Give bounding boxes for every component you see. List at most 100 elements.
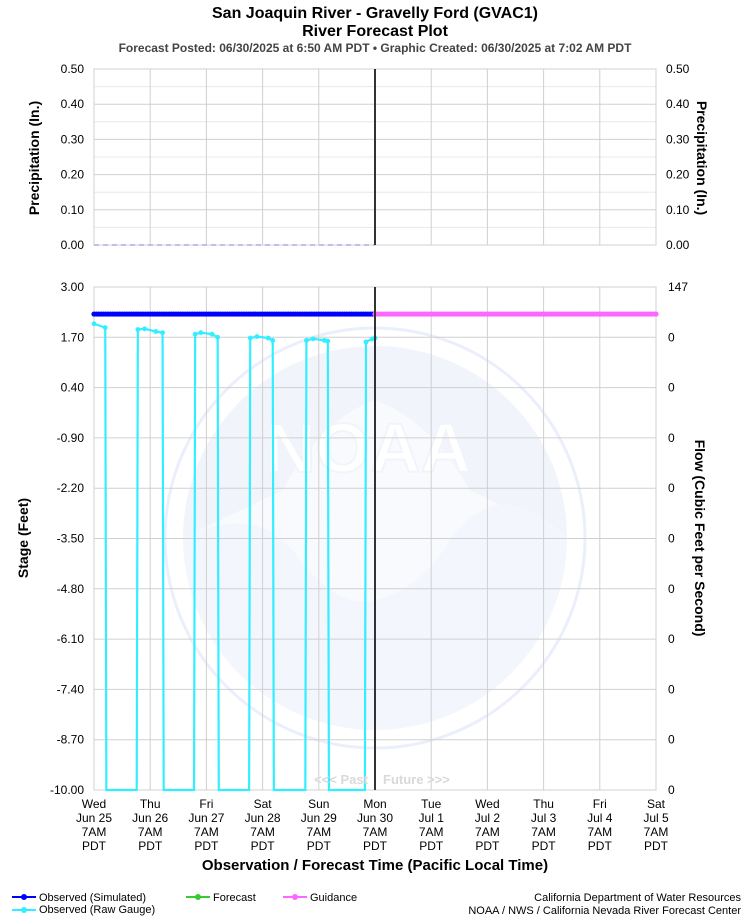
legend-guidance-marker xyxy=(292,894,298,900)
x-tick-label: Jun 28 xyxy=(245,811,281,825)
precip-left-tick-label: 0.50 xyxy=(61,62,85,76)
flow-tick-label: 0 xyxy=(668,632,675,646)
x-tick-label: Jul 3 xyxy=(531,811,557,825)
observed-raw-gauge-point xyxy=(265,335,271,341)
x-tick-label: Tue xyxy=(421,797,442,811)
observed-raw-gauge-point xyxy=(325,338,331,344)
stage-tick-label: 3.00 xyxy=(61,280,85,294)
x-tick-label: 7AM xyxy=(419,825,444,839)
flow-tick-label: 0 xyxy=(668,532,675,546)
x-tick-label: Jul 4 xyxy=(587,811,613,825)
x-tick-label: Jun 27 xyxy=(188,811,224,825)
precip-right-tick-label: 0.50 xyxy=(666,62,690,76)
x-tick-label: Fri xyxy=(199,797,213,811)
observed-raw-gauge-point xyxy=(102,325,108,331)
x-tick-label: PDT xyxy=(138,839,163,853)
precip-right-tick-label: 0.30 xyxy=(666,132,690,146)
x-tick-label: Jul 2 xyxy=(475,811,501,825)
stage-axis-label: Stage (Feet) xyxy=(15,498,31,578)
observed-raw-gauge-point xyxy=(254,334,260,339)
x-tick-label: Jun 25 xyxy=(76,811,112,825)
x-tick-label: 7AM xyxy=(363,825,388,839)
x-tick-label: 7AM xyxy=(82,825,107,839)
credit-dwr: California Department of Water Resources xyxy=(534,892,741,904)
precip-left-tick-label: 0.20 xyxy=(61,168,85,182)
precip-left-tick-label: 0.00 xyxy=(61,238,85,252)
x-tick-label: 7AM xyxy=(587,825,612,839)
stage-tick-label: -4.80 xyxy=(57,582,85,596)
legend-forecast-label: Forecast xyxy=(213,892,256,904)
legend-guidance-label: Guidance xyxy=(310,892,357,904)
flow-tick-label: 0 xyxy=(668,481,675,495)
x-tick-label: Jul 1 xyxy=(419,811,445,825)
precip-right-axis-label: Precipitation (In.) xyxy=(694,101,710,215)
flow-tick-label: 147 xyxy=(668,280,688,294)
x-tick-label: PDT xyxy=(475,839,500,853)
legend-observed-raw-label: Observed (Raw Gauge) xyxy=(39,904,155,916)
flow-axis-label: Flow (Cubic Feet per Second) xyxy=(692,440,708,637)
x-tick-label: 7AM xyxy=(250,825,275,839)
x-tick-label: PDT xyxy=(588,839,613,853)
observed-raw-gauge-point xyxy=(135,327,141,332)
x-tick-label: Sat xyxy=(254,797,273,811)
stage-tick-label: -7.40 xyxy=(57,682,85,696)
x-tick-label: PDT xyxy=(251,839,276,853)
observed-raw-gauge-point xyxy=(91,321,97,327)
x-tick-label: Sun xyxy=(308,797,329,811)
x-tick-label: PDT xyxy=(307,839,332,853)
x-tick-label: Wed xyxy=(82,797,106,811)
observed-raw-gauge-point xyxy=(304,337,309,343)
precip-right-tick-label: 0.20 xyxy=(666,168,690,182)
legend-observed-raw: Observed (Raw Gauge) xyxy=(12,904,155,916)
x-tick-label: 7AM xyxy=(644,825,669,839)
x-tick-label: Jun 29 xyxy=(301,811,337,825)
observed-raw-gauge-point xyxy=(198,330,204,336)
observed-raw-gauge-point xyxy=(215,334,221,340)
stage-tick-label: 0.40 xyxy=(61,381,85,395)
flow-tick-label: 0 xyxy=(668,682,675,696)
precip-left-tick-label: 0.40 xyxy=(61,97,85,111)
x-tick-label: PDT xyxy=(419,839,444,853)
flow-tick-label: 0 xyxy=(668,582,675,596)
precip-right-tick-label: 0.40 xyxy=(666,97,690,111)
x-tick-label: Jun 30 xyxy=(357,811,393,825)
observed-raw-gauge-point xyxy=(209,331,215,337)
precip-left-tick-label: 0.10 xyxy=(61,203,85,217)
stage-tick-label: -10.00 xyxy=(50,783,84,797)
x-tick-label: Jul 5 xyxy=(643,811,669,825)
x-tick-label: PDT xyxy=(532,839,557,853)
stage-tick-label: -0.90 xyxy=(57,431,85,445)
noaa-watermark-text: NOAA xyxy=(265,409,471,487)
observed-raw-gauge-point xyxy=(153,329,159,334)
legend-guidance: Guidance xyxy=(283,892,357,904)
x-tick-label: 7AM xyxy=(194,825,219,839)
credit-cnrfc: NOAA / NWS / California Nevada River For… xyxy=(468,905,741,917)
x-tick-label: 7AM xyxy=(306,825,331,839)
past-label: <<< Past xyxy=(314,772,369,787)
stage-tick-label: 1.70 xyxy=(61,330,85,344)
precip-left-axis-label: Precipitation (In.) xyxy=(26,101,42,215)
x-tick-label: Mon xyxy=(363,797,386,811)
x-tick-label: Jun 26 xyxy=(132,811,168,825)
flow-tick-label: 0 xyxy=(668,330,675,344)
future-label: Future >>> xyxy=(383,772,450,787)
x-tick-label: Thu xyxy=(140,797,161,811)
flow-tick-label: 0 xyxy=(668,431,675,445)
observed-raw-gauge-point xyxy=(192,331,198,337)
observed-raw-gauge-point xyxy=(270,337,276,343)
x-tick-label: Fri xyxy=(593,797,607,811)
x-tick-label: Thu xyxy=(533,797,554,811)
legend-observed-simulated-label: Observed (Simulated) xyxy=(39,892,146,904)
observed-raw-gauge-point xyxy=(310,336,316,342)
flow-tick-label: 0 xyxy=(668,381,675,395)
precip-left-tick-label: 0.30 xyxy=(61,132,85,146)
observed-raw-gauge-point xyxy=(363,339,369,345)
x-tick-label: PDT xyxy=(194,839,219,853)
x-tick-label: Wed xyxy=(475,797,499,811)
legend-observed-raw-marker xyxy=(21,907,27,913)
x-tick-label: PDT xyxy=(363,839,388,853)
chart-title: San Joaquin River - Gravelly Ford (GVAC1… xyxy=(212,5,538,22)
stage-tick-label: -8.70 xyxy=(57,733,85,747)
x-tick-label: 7AM xyxy=(531,825,556,839)
